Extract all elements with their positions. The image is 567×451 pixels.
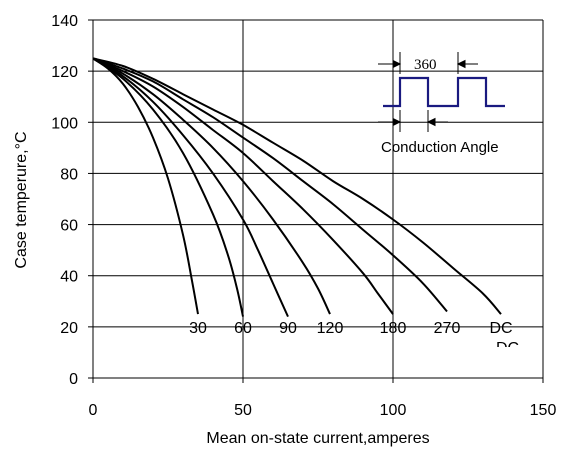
conduction-angle-inset: 360 Conduction Angle (378, 52, 505, 156)
y-tick-label: 40 (60, 269, 78, 286)
y-tick-label: 20 (60, 320, 78, 337)
series-group (92, 57, 502, 318)
period-label: 360 (414, 57, 437, 73)
curve-label-30: 30 (189, 320, 207, 337)
curve-label-270: 270 (434, 320, 461, 337)
x-tick-label: 50 (234, 402, 252, 419)
conduction-angle-label: Conduction Angle (381, 139, 499, 156)
x-tick-label: 0 (89, 402, 98, 419)
curve-label-DC: DC (489, 320, 512, 337)
angle-marker (378, 110, 448, 132)
curve-labels: 30 60 90 120 180 270 DC (189, 320, 512, 337)
y-tick-label: 0 (69, 371, 78, 388)
series-line-120 (92, 57, 331, 315)
series-line-180 (92, 57, 394, 315)
series-line-90 (92, 57, 289, 318)
series-line-DC (92, 57, 502, 315)
x-tick-label: 150 (530, 402, 557, 419)
curve-label-120: 120 (317, 320, 344, 337)
curve-label-60: 60 (234, 320, 252, 337)
y-tick-label: 80 (60, 166, 78, 183)
x-axis-title: Mean on-state current,amperes (206, 430, 429, 447)
y-tick-label: 140 (51, 13, 78, 30)
series-line-270 (92, 57, 448, 313)
series-line-60 (92, 57, 244, 317)
grid (93, 19, 544, 378)
period-marker (378, 52, 478, 74)
y-tick-label: 120 (51, 64, 78, 81)
y-tick-label: 60 (60, 218, 78, 235)
curve-label-180: 180 (380, 320, 407, 337)
square-wave (383, 76, 505, 108)
axes: 0 20 40 60 80 100 120 140 0 50 100 150 (51, 13, 556, 419)
series-line-30 (92, 57, 199, 315)
y-axis-title: Case temperure,°C (13, 131, 30, 268)
y-tick-label: 100 (51, 115, 78, 132)
duplicate-dc-label: DC (496, 340, 519, 357)
x-tick-label: 100 (380, 402, 407, 419)
curve-label-90: 90 (279, 320, 297, 337)
